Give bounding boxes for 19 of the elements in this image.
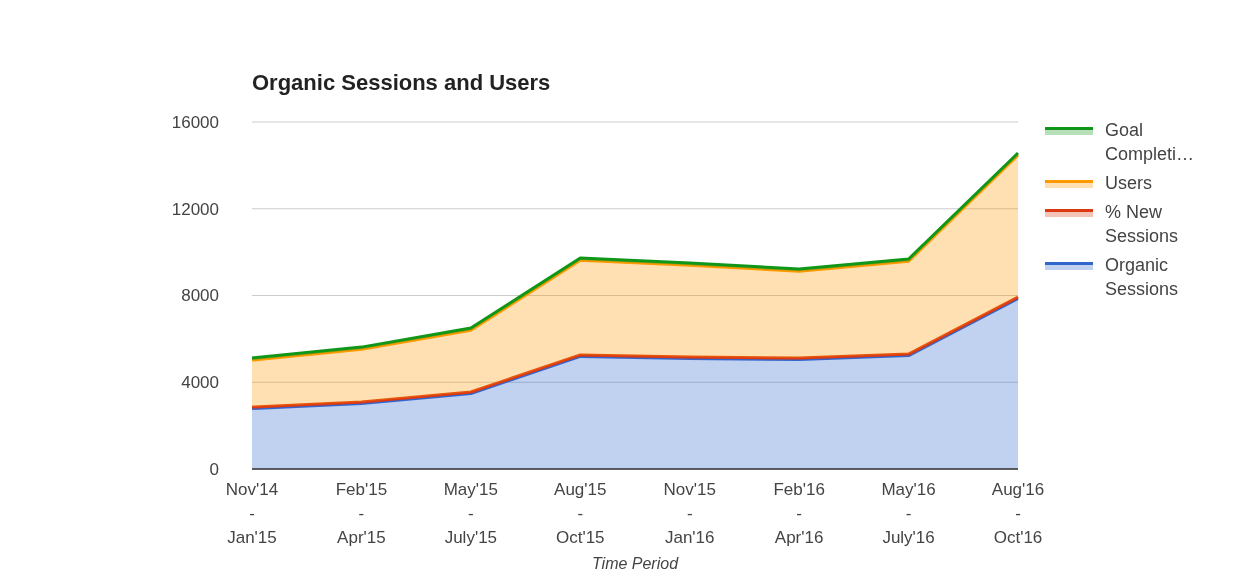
legend-label: Goal Completi… <box>1105 120 1195 164</box>
legend-label: % New Sessions <box>1105 202 1179 246</box>
legend-label: Users <box>1105 173 1153 193</box>
x-tick-label: Feb'16 - Apr'16 <box>773 480 825 547</box>
x-tick-label: May'16 - July'16 <box>881 480 936 547</box>
legend-label: Organic Sessions <box>1105 255 1179 299</box>
x-tick-label: Nov'15 - Jan'16 <box>663 480 716 547</box>
x-tick-label: Feb'15 - Apr'15 <box>335 480 388 547</box>
x-axis-title: Time Period <box>591 555 680 572</box>
x-tick-label: Aug'15 - Oct'15 <box>554 480 607 547</box>
x-tick-label: Nov'14 - Jan'15 <box>225 480 279 547</box>
y-tick-label: 4000 <box>181 373 219 393</box>
y-tick-label: 16000 <box>171 112 219 132</box>
chart-title: Organic Sessions and Users <box>252 70 551 95</box>
y-tick-label: 0 <box>209 459 219 479</box>
x-tick-label: Aug'16 - Oct'16 <box>991 480 1045 547</box>
x-tick-label: May'15 - July'15 <box>443 480 498 547</box>
y-tick-label: 8000 <box>181 286 219 306</box>
y-tick-label: 12000 <box>171 199 219 219</box>
